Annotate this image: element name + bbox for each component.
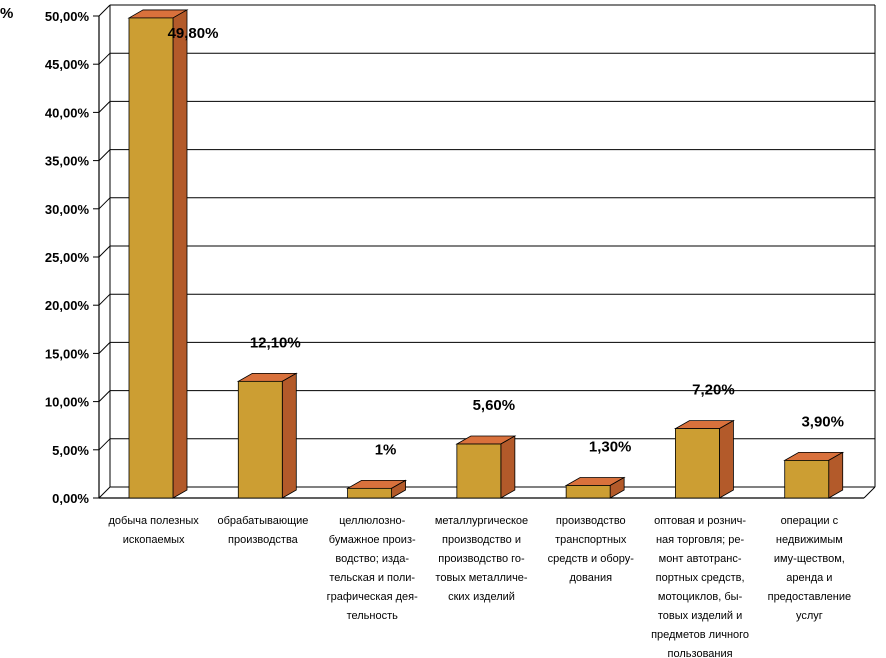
y-unit-label: % (0, 5, 13, 22)
bar (128, 17, 174, 499)
category-label-line: транспортных (555, 534, 627, 546)
category-label-line: тельность (347, 610, 399, 622)
y-tick-label: 30,00% (45, 202, 90, 217)
y-tick-label: 20,00% (45, 298, 90, 313)
bar (237, 380, 283, 499)
bars (127, 9, 845, 499)
category-label-line: производства (228, 534, 299, 546)
bar (347, 487, 392, 499)
data-labels: 49,80% 12,10% 1% 5,60% 1,30% 7,20% 3,90% (168, 25, 844, 458)
category-label-line: производство го- (438, 553, 525, 565)
bar (565, 485, 611, 499)
bar-side (281, 372, 297, 499)
category-label-line: мотоциклов, бы- (658, 591, 743, 603)
category-label-line: товых изделий и (658, 610, 742, 622)
category-label-line: товых металличе- (435, 572, 528, 584)
category-label: обрабатывающие производства (217, 515, 308, 546)
grid-diagonal (98, 438, 111, 451)
data-label: 1% (375, 441, 397, 458)
bar-side (500, 435, 516, 499)
y-tick-label: 25,00% (45, 250, 90, 265)
bar (784, 460, 830, 499)
category-label-line: обрабатывающие (217, 515, 308, 527)
grid-diagonal (98, 245, 111, 258)
data-label: 12,10% (250, 334, 301, 351)
category-label-line: производство (556, 515, 626, 527)
category-label-line: ископаемых (123, 534, 185, 546)
category-label-line: операции с (781, 515, 839, 527)
gridlines (98, 4, 875, 499)
category-labels: добыча полезных ископаемых обрабатывающие п… (108, 515, 851, 658)
category-label-line: пользования (668, 648, 733, 658)
category-label-line: монт автотранс- (659, 553, 742, 565)
y-tick-label: 35,00% (45, 154, 90, 169)
category-label-line: добыча полезных (108, 515, 199, 527)
category-label-line: графическая дея- (327, 591, 418, 603)
bar-side (719, 419, 734, 499)
data-label: 1,30% (589, 438, 632, 455)
category-label-line: аренда и (786, 572, 832, 584)
grid-diagonal (98, 149, 111, 161)
y-tick-label: 40,00% (45, 105, 90, 120)
category-label-line: бумажное произ- (329, 534, 416, 546)
category-label-line: предметов личного (651, 629, 749, 641)
category-label-line: ная торговля; ре- (656, 534, 745, 546)
category-label-line: портных средств, (656, 572, 745, 584)
category-label-line: производство и (442, 534, 521, 546)
category-label-line: оптовая и рознич- (654, 515, 746, 527)
data-label: 7,20% (692, 382, 735, 399)
category-label-line: водство; изда- (335, 553, 409, 565)
category-label-line: тельская и поли- (329, 572, 415, 584)
category-label-line: дования (570, 572, 613, 584)
data-label: 3,90% (801, 413, 844, 430)
category-label-line: иму-ществом, (774, 553, 845, 565)
category-label: операции с недвижимым иму-ществом, аренда и… (768, 515, 851, 622)
bar (675, 428, 720, 499)
y-tick-label: 10,00% (45, 395, 90, 410)
y-tick-label: 0,00% (52, 491, 89, 506)
grid-diagonal (98, 4, 111, 17)
y-tick-labels: 0,00% 5,00% 10,00% 15,00% 20,00% 25,00% 30,00%… (45, 9, 90, 506)
category-label: оптовая и рознич-ная торговля; ре-монт а… (651, 515, 749, 658)
data-label: 5,60% (473, 397, 516, 414)
category-label: добыча полезных ископаемых (108, 515, 199, 546)
category-label: производство транспортных средств и обору-… (548, 515, 635, 584)
grid-diagonal (98, 390, 111, 402)
grid-diagonal (98, 197, 111, 210)
category-label-line: услуг (796, 610, 823, 622)
grid-diagonal (98, 293, 111, 306)
category-label-line: недвижимым (776, 534, 843, 546)
category-label: целлюлозно-бумажное произ-водство; изда-… (327, 515, 418, 622)
grid-diagonal (98, 486, 111, 499)
y-tick-label: 15,00% (45, 346, 90, 361)
grid-diagonal (98, 52, 111, 65)
floor-right-edge (863, 486, 876, 499)
bar-side (172, 9, 188, 499)
category-label-line: ских изделий (448, 591, 515, 603)
y-tick-label: 5,00% (52, 443, 89, 458)
y-tick-label: 45,00% (45, 57, 90, 72)
category-label: металлургическое производство и производст… (435, 515, 528, 603)
category-label-line: средств и обору- (548, 553, 635, 565)
grid-diagonal (98, 342, 111, 354)
category-label-line: предоставление (768, 591, 851, 603)
y-tick-label: 50,00% (45, 9, 90, 24)
category-label-line: металлургическое (435, 515, 528, 527)
bar-side (828, 451, 844, 499)
category-label-line: целлюлозно- (339, 515, 406, 527)
bar (456, 443, 502, 499)
grid-diagonal (98, 101, 111, 113)
axes (93, 5, 876, 499)
data-label: 49,80% (168, 25, 219, 42)
